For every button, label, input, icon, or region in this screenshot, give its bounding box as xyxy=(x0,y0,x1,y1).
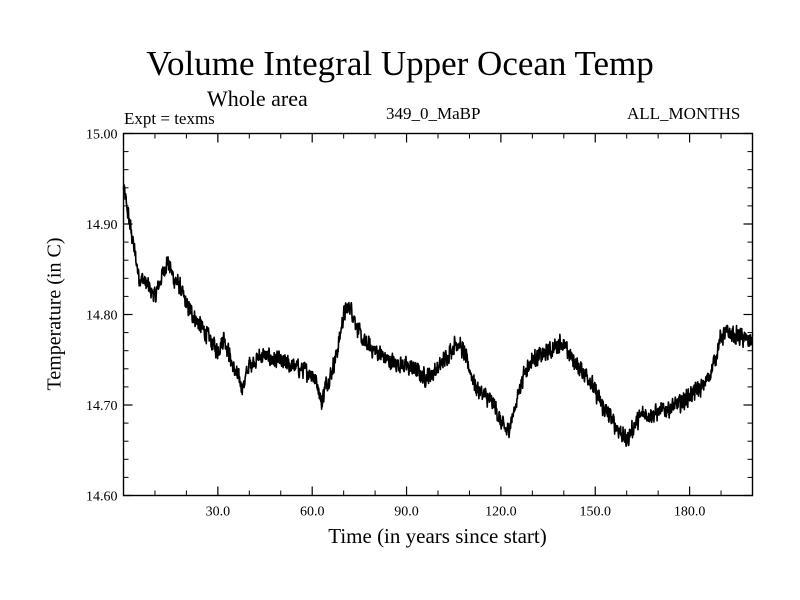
series-layer xyxy=(122,184,754,448)
x-tick-label: 60.0 xyxy=(300,505,325,520)
y-tick-label: 15.00 xyxy=(86,128,118,143)
experiment-label: Expt = texms xyxy=(124,109,215,128)
plot-frame xyxy=(122,132,754,497)
x-tick-label: 180.0 xyxy=(674,505,706,520)
y-axis-label-wrap: Temperature (in C) xyxy=(40,133,70,495)
chart-subtitle: Whole area xyxy=(207,86,308,111)
y-tick-label: 14.90 xyxy=(86,218,118,233)
y-tick-label: 14.60 xyxy=(86,490,118,505)
tick-labels-layer: 30.0 60.0 90.0 120.0 150.0 180.0 14.60 14.70 14.… xyxy=(86,128,705,520)
y-axis-label: Temperature (in C) xyxy=(43,237,66,391)
x-tick-label: 120.0 xyxy=(485,505,517,520)
y-tick-label: 14.70 xyxy=(86,399,118,414)
x-tick-label: 150.0 xyxy=(580,505,612,520)
series-line xyxy=(122,184,754,448)
chart-title: Volume Integral Upper Ocean Temp xyxy=(146,44,654,83)
run-label: 349_0_MaBP xyxy=(386,104,481,123)
x-axis-label: Time (in years since start) xyxy=(328,524,547,548)
months-label: ALL_MONTHS xyxy=(627,104,741,123)
x-tick-label: 30.0 xyxy=(206,505,231,520)
ticks-layer xyxy=(123,132,753,497)
y-tick-label: 14.80 xyxy=(86,309,118,324)
x-tick-label: 90.0 xyxy=(394,505,419,520)
